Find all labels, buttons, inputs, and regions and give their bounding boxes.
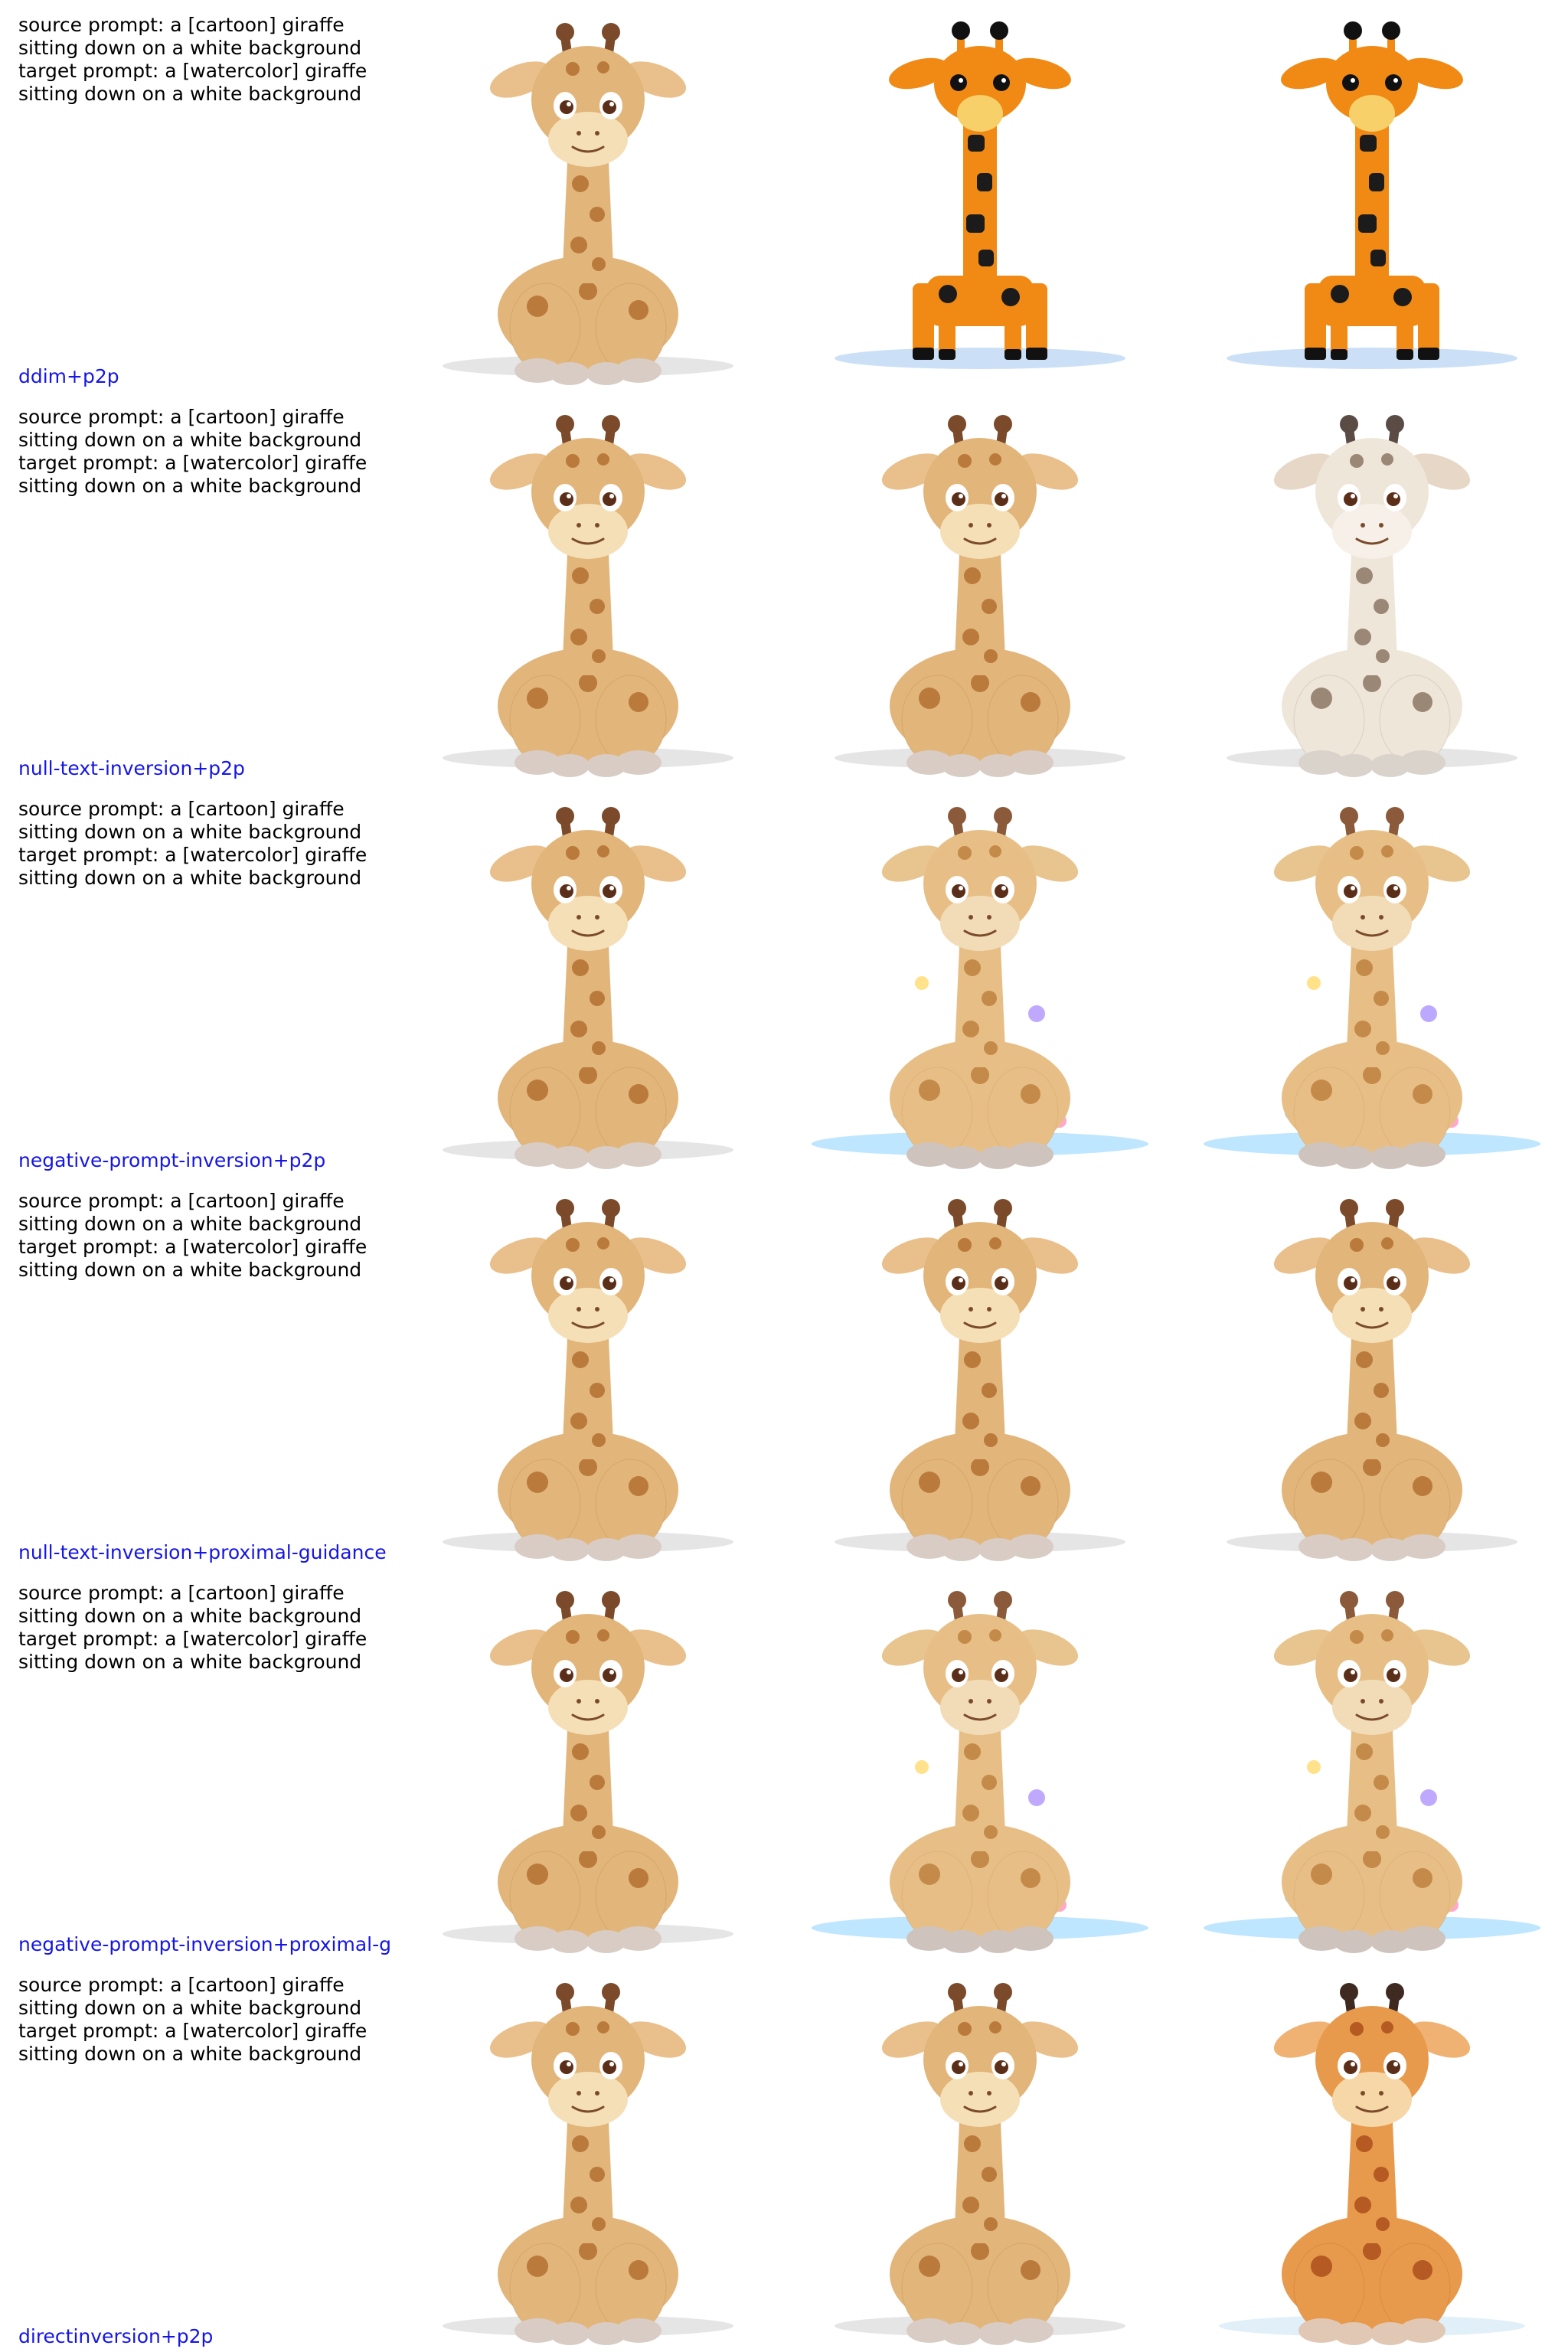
edited-image [1176,1568,1568,1960]
result-row: source prompt: a [cartoon] giraffe sitti… [0,784,1568,1176]
reconstructed-image [784,1568,1176,1960]
prompt-caption: source prompt: a [cartoon] giraffe sitti… [18,1974,368,2065]
prompt-caption: source prompt: a [cartoon] giraffe sitti… [18,798,368,889]
edited-image [1176,1960,1568,2352]
reconstructed-image [784,1176,1176,1568]
prompt-caption: source prompt: a [cartoon] giraffe sitti… [18,14,368,105]
edited-image [1176,0,1568,392]
method-label: null-text-inversion+p2p [18,757,245,779]
method-label: negative-prompt-inversion+proximal-g [18,1933,391,1955]
reconstructed-image [784,784,1176,1176]
method-label: negative-prompt-inversion+p2p [18,1149,326,1171]
reconstructed-image [784,1960,1176,2352]
result-row: source prompt: a [cartoon] giraffe sitti… [0,1176,1568,1568]
result-row: source prompt: a [cartoon] giraffe sitti… [0,1960,1568,2352]
method-label: ddim+p2p [18,365,119,387]
result-row: source prompt: a [cartoon] giraffe sitti… [0,392,1568,784]
source-image [392,392,784,784]
source-image [392,1176,784,1568]
reconstructed-image [784,392,1176,784]
edited-image [1176,392,1568,784]
edited-image [1176,784,1568,1176]
source-image [392,0,784,392]
result-row: source prompt: a [cartoon] giraffe sitti… [0,1568,1568,1960]
reconstructed-image [784,0,1176,392]
source-image [392,784,784,1176]
method-label: null-text-inversion+proximal-guidance [18,1541,387,1563]
result-row: source prompt: a [cartoon] giraffe sitti… [0,0,1568,392]
prompt-caption: source prompt: a [cartoon] giraffe sitti… [18,406,368,497]
prompt-caption: source prompt: a [cartoon] giraffe sitti… [18,1582,368,1673]
source-image [392,1960,784,2352]
edited-image [1176,1176,1568,1568]
prompt-caption: source prompt: a [cartoon] giraffe sitti… [18,1190,368,1281]
source-image [392,1568,784,1960]
method-label: directinversion+p2p [18,2325,214,2347]
